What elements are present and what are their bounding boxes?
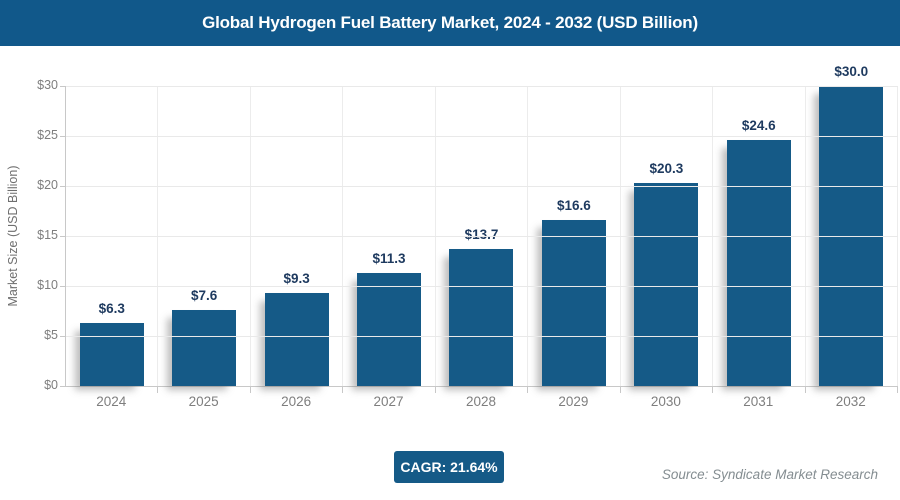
- y-tick-label: $10: [37, 278, 58, 292]
- x-tick-mark: [342, 387, 343, 393]
- y-gridline: [66, 136, 898, 137]
- y-tick-label: $0: [44, 378, 58, 392]
- bar-value-label: $6.3: [98, 301, 125, 316]
- x-tick-mark: [157, 387, 158, 393]
- y-gridline: [66, 186, 898, 187]
- bar-value-label: $16.6: [557, 198, 591, 213]
- bar-value-label: $11.3: [372, 251, 406, 266]
- x-tick-mark: [620, 387, 621, 393]
- y-gridline: [66, 236, 898, 237]
- y-tick-mark: [60, 236, 65, 237]
- x-tick-label-2029: 2029: [558, 394, 589, 409]
- y-tick-mark: [60, 86, 65, 87]
- bar-2028: [449, 249, 514, 386]
- category-cell: $11.3: [343, 86, 436, 386]
- bar-value-label: $24.6: [741, 118, 776, 133]
- y-tick-mark: [60, 386, 65, 387]
- x-tick-label-2030: 2030: [650, 394, 681, 409]
- bar-2025: [172, 310, 237, 386]
- y-tick-label: $5: [44, 328, 58, 342]
- bar-value-label: $9.3: [283, 271, 310, 286]
- x-tick-label-2026: 2026: [281, 394, 312, 409]
- chart-title-bar: Global Hydrogen Fuel Battery Market, 202…: [0, 0, 900, 46]
- category-cell: $16.6: [528, 86, 621, 386]
- y-tick-mark: [60, 136, 65, 137]
- bar-2024: [79, 323, 144, 386]
- category-cell: $24.6: [713, 86, 806, 386]
- cagr-badge: CAGR: 21.64%: [394, 451, 504, 483]
- x-tick-mark: [805, 387, 806, 393]
- bar-value-label: $20.3: [649, 161, 684, 176]
- y-tick-label: $25: [37, 128, 58, 142]
- y-gridline: [66, 286, 898, 287]
- x-tick-label-2027: 2027: [373, 394, 404, 409]
- x-tick-label-2028: 2028: [465, 394, 496, 409]
- source-credit: Source: Syndicate Market Research: [661, 467, 878, 482]
- x-tick-mark: [250, 387, 251, 393]
- bar-value-label: $7.6: [191, 288, 218, 303]
- bar-2027: [357, 273, 422, 386]
- x-tick-label-2032: 2032: [835, 394, 866, 409]
- x-tick-label-2025: 2025: [188, 394, 219, 409]
- x-tick-mark: [712, 387, 713, 393]
- y-gridline: [66, 336, 898, 337]
- x-tick-label-2031: 2031: [743, 394, 774, 409]
- y-gridline: [66, 86, 898, 87]
- bar-2026: [264, 293, 329, 386]
- x-tick-mark: [435, 387, 436, 393]
- y-tick-label: $30: [37, 78, 58, 92]
- bar-2031: [726, 140, 791, 386]
- y-tick-mark: [60, 186, 65, 187]
- bar-2029: [541, 220, 606, 386]
- chart-title: Global Hydrogen Fuel Battery Market, 202…: [202, 13, 698, 32]
- x-tick-mark: [897, 387, 898, 393]
- plot-area: $6.3 $7.6 $9.3 $11.3 $13.7 $16.6 $20.3 $24.6 $30…: [65, 64, 898, 387]
- y-tick-label: $15: [37, 228, 58, 242]
- bar-2030: [634, 183, 699, 386]
- bar-value-label: $30.0: [834, 64, 869, 79]
- x-axis-labels: 2024 2025 2026 2027 2028 2029 2030 2031 2032: [65, 394, 897, 412]
- x-tick-label-2024: 2024: [96, 394, 127, 409]
- bar-value-label: $13.7: [464, 227, 499, 242]
- y-tick-mark: [60, 336, 65, 337]
- y-tick-label: $20: [37, 178, 58, 192]
- y-tick-mark: [60, 286, 65, 287]
- x-tick-mark: [527, 387, 528, 393]
